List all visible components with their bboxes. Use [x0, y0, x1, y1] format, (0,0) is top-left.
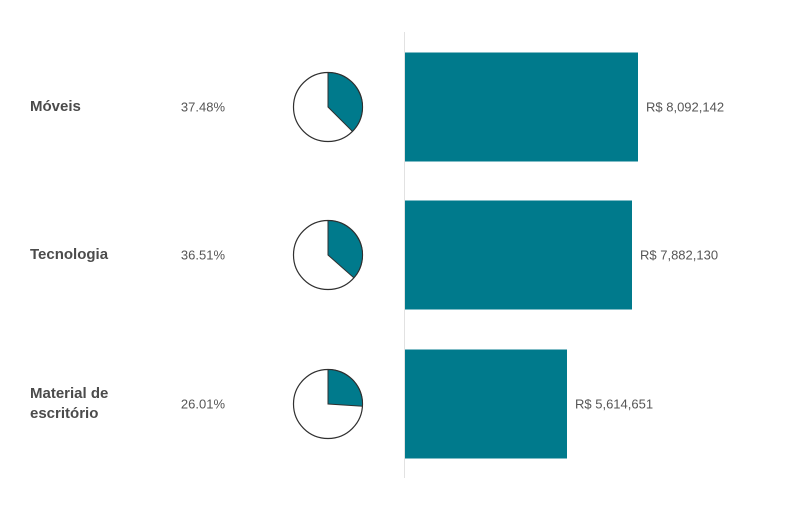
bar-value-label: R$ 7,882,130: [640, 247, 719, 263]
percent-label: 26.01%: [180, 396, 225, 412]
percent-label: 36.51%: [180, 247, 225, 263]
category-label: Tecnologia: [30, 246, 109, 263]
chart-row-material-de-escritorio: Material de escritório 26.01% R$ 5,614,6…: [0, 330, 790, 478]
pie-indicator[interactable]: [290, 69, 366, 145]
bar-value-label: R$ 5,614,651: [575, 396, 654, 412]
pie-indicator[interactable]: [290, 366, 366, 442]
bar-mark[interactable]: [405, 200, 632, 310]
category-label: Móveis: [30, 98, 81, 115]
chart-row-moveis: Móveis 37.48% R$ 8,092,142: [0, 33, 790, 181]
percent-label: 37.48%: [180, 99, 225, 115]
bar-value-label: R$ 8,092,142: [646, 99, 725, 115]
chart-row-tecnologia: Tecnologia 36.51% R$ 7,882,130: [0, 181, 790, 329]
bar-mark[interactable]: [405, 349, 567, 459]
bar-mark[interactable]: [405, 52, 638, 162]
category-label: Material de escritório: [30, 385, 109, 422]
bar-axis-line: [404, 32, 405, 478]
pie-indicator[interactable]: [290, 217, 366, 293]
